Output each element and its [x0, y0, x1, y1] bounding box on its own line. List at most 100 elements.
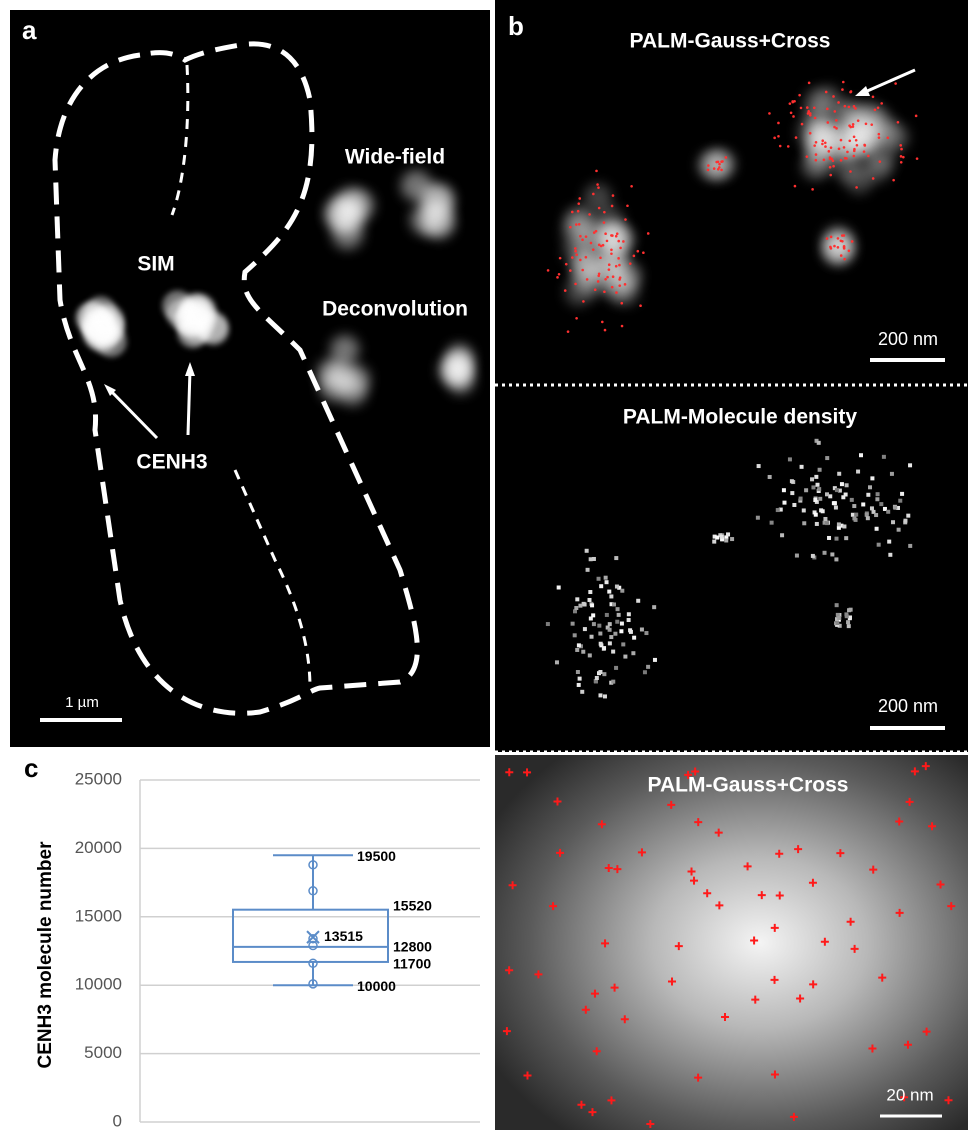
density-pixel [589, 557, 593, 561]
density-pixel [782, 501, 786, 505]
cross [877, 106, 880, 109]
density-pixel [577, 643, 581, 647]
cross [900, 155, 903, 158]
cross [574, 247, 577, 250]
density-pixel [810, 477, 814, 481]
cross [897, 121, 900, 124]
cross [870, 123, 873, 126]
density-pixel [571, 622, 575, 626]
cross [840, 254, 843, 257]
density-pixel [575, 597, 579, 601]
density-pixel [620, 589, 624, 593]
panel-b-image [495, 0, 968, 752]
y-tick-label: 5000 [84, 1043, 122, 1062]
cross [637, 250, 640, 253]
density-pixel [841, 495, 845, 499]
cross [841, 234, 844, 237]
cross [577, 210, 580, 213]
cross [642, 251, 645, 254]
cross [892, 179, 895, 182]
cross [826, 108, 829, 111]
cross [626, 204, 629, 207]
density-pixel [574, 606, 578, 610]
cross [777, 122, 780, 125]
cross [894, 82, 897, 85]
cross [844, 157, 847, 160]
blob [866, 110, 894, 138]
cross [592, 248, 595, 251]
y-tick-label: 15000 [75, 906, 122, 925]
density-pixel [856, 470, 860, 474]
density-pixel [576, 670, 580, 674]
cross [880, 102, 883, 105]
density-pixel [859, 453, 863, 457]
cross [853, 105, 856, 108]
value-label: 12800 [393, 939, 432, 955]
cross [616, 232, 619, 235]
value-label: 15520 [393, 897, 432, 913]
cross [843, 258, 846, 261]
cross [720, 169, 723, 172]
density-pixel [837, 526, 841, 530]
density-pixel [616, 607, 620, 611]
density-pixel [619, 629, 623, 633]
cross [773, 137, 776, 140]
density-pixel [583, 627, 587, 631]
density-pixel [879, 502, 883, 506]
panel-label: c [24, 753, 38, 783]
cross [590, 242, 593, 245]
density-pixel [614, 666, 618, 670]
density-pixel [603, 694, 607, 698]
density-pixel [623, 655, 627, 659]
cross [833, 245, 836, 248]
density-pixel [817, 441, 821, 445]
palm-zoom-image [495, 755, 968, 1130]
cross [844, 105, 847, 108]
cross [581, 238, 584, 241]
cross [592, 193, 595, 196]
density-pixel [888, 553, 892, 557]
cross [830, 146, 833, 149]
cross [829, 174, 832, 177]
density-pixel [580, 690, 584, 694]
density-pixel [612, 602, 616, 606]
density-pixel [588, 590, 592, 594]
panel-label: b [508, 11, 524, 41]
cross [639, 304, 642, 307]
cross [830, 236, 833, 239]
cross [832, 165, 835, 168]
density-pixel [644, 631, 648, 635]
density-pixel [653, 658, 657, 662]
density-pixel [818, 497, 822, 501]
cross [603, 221, 606, 224]
cross [828, 150, 831, 153]
density-pixel [627, 618, 631, 622]
cross [843, 146, 846, 149]
density-pixel [615, 620, 619, 624]
cross [887, 136, 890, 139]
cross [841, 240, 844, 243]
density-pixel [834, 537, 838, 541]
cross [855, 139, 858, 142]
cross [865, 122, 868, 125]
density-pixel [846, 620, 850, 624]
blob [445, 357, 471, 383]
cross [826, 121, 829, 124]
blob [707, 150, 735, 178]
density-pixel [646, 665, 650, 669]
density-pixel [830, 552, 834, 556]
cross [725, 156, 728, 159]
density-pixel [598, 670, 602, 674]
density-pixel [598, 632, 602, 636]
cross [579, 235, 582, 238]
density-pixel [756, 516, 760, 520]
cross [600, 245, 603, 248]
density-pixel [886, 510, 890, 514]
density-pixel [799, 497, 803, 501]
density-pixel [903, 519, 907, 523]
density-pixel [823, 517, 827, 521]
cross [617, 240, 620, 243]
cross [578, 197, 581, 200]
density-pixel [876, 492, 880, 496]
cross [559, 257, 562, 260]
